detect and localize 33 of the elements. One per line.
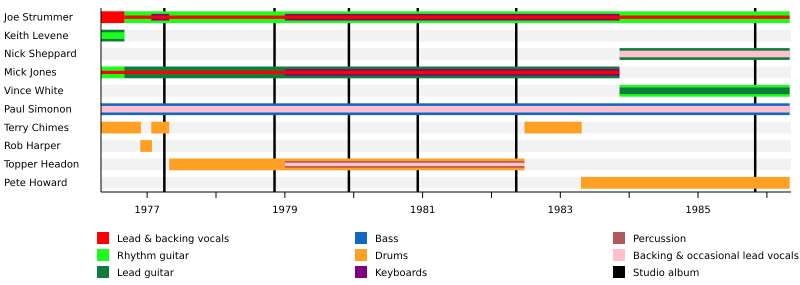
- y-tick-label: Rob Harper: [4, 141, 62, 152]
- legend-label: Backing & occasional lead vocals: [633, 251, 799, 262]
- y-tick-label: Keith Levene: [4, 30, 69, 42]
- bar: [140, 140, 152, 152]
- legend-label: Studio album: [633, 268, 700, 279]
- x-tick-label: 1983: [548, 205, 574, 216]
- y-tick-label: Mick Jones: [4, 68, 57, 79]
- bar: [151, 122, 170, 134]
- bar: [101, 32, 124, 39]
- legend-label: Percussion: [633, 234, 686, 245]
- legend-label: Rhythm guitar: [117, 251, 190, 262]
- x-tick-label: 1977: [134, 205, 160, 216]
- y-tick-label: Joe Strummer: [3, 12, 74, 24]
- x-tick-label: 1985: [685, 205, 711, 216]
- y-tick-label: Paul Simonon: [4, 104, 72, 116]
- legend-label: Lead & backing vocals: [117, 234, 230, 245]
- y-tick-label: Terry Chimes: [3, 122, 69, 134]
- x-tick-label: 1981: [410, 205, 436, 216]
- y-tick-label: Vince White: [4, 86, 64, 97]
- y-tick-label: Pete Howard: [4, 178, 68, 189]
- bar: [524, 122, 582, 134]
- bar: [580, 176, 790, 189]
- y-tick-label: Nick Sheppard: [4, 49, 77, 60]
- bar: [101, 122, 141, 134]
- legend-label: Lead guitar: [117, 268, 175, 279]
- y-tick-label: Topper Headon: [3, 160, 80, 171]
- legend-label: Keyboards: [375, 268, 428, 279]
- legend-label: Bass: [375, 234, 398, 245]
- legend-label: Drums: [375, 251, 408, 262]
- x-tick-label: 1979: [272, 205, 298, 216]
- bar: [620, 50, 790, 58]
- bar: [101, 106, 790, 113]
- bar: [620, 87, 790, 94]
